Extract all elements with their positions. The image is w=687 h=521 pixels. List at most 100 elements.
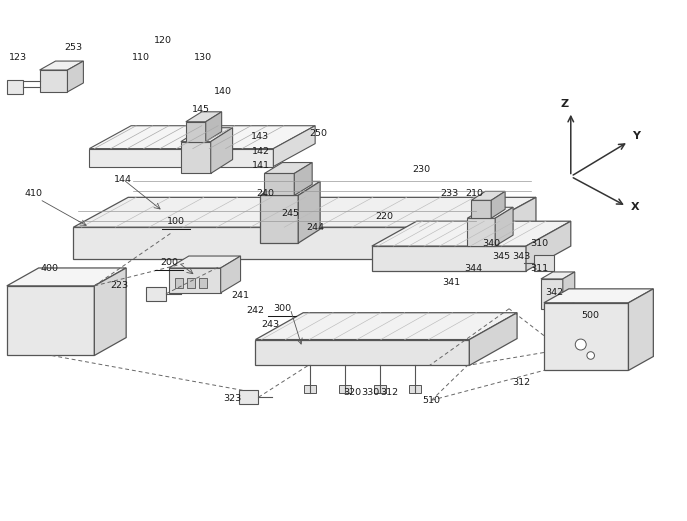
Polygon shape — [467, 218, 495, 246]
Polygon shape — [94, 268, 126, 355]
Polygon shape — [256, 313, 517, 340]
Text: 300: 300 — [273, 304, 291, 313]
Bar — [304, 386, 316, 393]
Polygon shape — [495, 207, 513, 246]
Text: 312: 312 — [512, 378, 530, 387]
Bar — [7, 80, 23, 94]
Polygon shape — [471, 200, 491, 218]
Polygon shape — [186, 122, 205, 142]
Polygon shape — [40, 61, 83, 70]
Text: 100: 100 — [167, 217, 185, 226]
Text: 110: 110 — [132, 53, 150, 61]
Polygon shape — [526, 221, 571, 271]
Polygon shape — [541, 279, 563, 309]
Polygon shape — [372, 221, 571, 246]
Text: 230: 230 — [412, 165, 431, 174]
Text: 244: 244 — [306, 222, 324, 232]
Text: 145: 145 — [192, 105, 210, 114]
Text: X: X — [631, 202, 639, 212]
Polygon shape — [629, 289, 653, 370]
Text: 310: 310 — [530, 239, 548, 247]
Polygon shape — [544, 303, 629, 370]
Polygon shape — [7, 286, 94, 355]
Text: 342: 342 — [545, 288, 563, 297]
Text: 141: 141 — [251, 161, 269, 170]
Bar — [199, 278, 207, 288]
Text: 345: 345 — [492, 252, 510, 260]
Text: 200: 200 — [160, 258, 178, 267]
Text: 340: 340 — [482, 239, 500, 247]
Polygon shape — [205, 112, 222, 142]
Polygon shape — [181, 128, 233, 142]
Text: 312: 312 — [381, 388, 399, 397]
Text: Z: Z — [561, 99, 569, 109]
Polygon shape — [491, 191, 505, 218]
Bar — [187, 278, 195, 288]
Text: 123: 123 — [9, 53, 27, 61]
Polygon shape — [40, 70, 67, 92]
Polygon shape — [544, 289, 653, 303]
Bar — [409, 386, 420, 393]
Polygon shape — [471, 191, 505, 200]
Text: 500: 500 — [582, 311, 600, 320]
Bar — [238, 390, 258, 404]
Text: 243: 243 — [261, 320, 280, 329]
Polygon shape — [260, 195, 298, 243]
Polygon shape — [372, 246, 526, 271]
Polygon shape — [298, 181, 320, 243]
Circle shape — [575, 339, 586, 350]
Text: 220: 220 — [376, 212, 394, 221]
Polygon shape — [169, 268, 221, 293]
Polygon shape — [221, 256, 240, 293]
Polygon shape — [260, 181, 320, 195]
Text: 143: 143 — [251, 132, 269, 141]
Text: 142: 142 — [251, 147, 269, 156]
Polygon shape — [67, 61, 83, 92]
Text: 410: 410 — [25, 189, 43, 198]
Polygon shape — [273, 126, 315, 167]
Polygon shape — [469, 313, 517, 365]
Polygon shape — [186, 112, 222, 122]
Circle shape — [587, 352, 594, 359]
Polygon shape — [74, 227, 482, 259]
Text: 144: 144 — [114, 175, 132, 184]
Polygon shape — [211, 128, 233, 173]
Text: 223: 223 — [110, 281, 128, 290]
Text: 130: 130 — [194, 53, 212, 61]
Text: 245: 245 — [281, 209, 300, 218]
Text: 233: 233 — [440, 189, 458, 198]
Bar — [534, 255, 554, 271]
Polygon shape — [563, 272, 575, 309]
Polygon shape — [264, 163, 312, 173]
Text: 343: 343 — [512, 252, 530, 260]
Text: 140: 140 — [214, 88, 232, 96]
Polygon shape — [74, 197, 536, 227]
Text: 341: 341 — [442, 278, 460, 288]
Bar — [146, 287, 166, 301]
Polygon shape — [256, 340, 469, 365]
Polygon shape — [89, 148, 273, 167]
Text: 241: 241 — [232, 291, 249, 300]
Text: 242: 242 — [247, 306, 264, 315]
Text: 323: 323 — [223, 394, 242, 403]
Polygon shape — [89, 126, 315, 148]
Text: 400: 400 — [41, 265, 58, 274]
Text: 330: 330 — [361, 388, 379, 397]
Text: 344: 344 — [464, 265, 482, 274]
Text: 320: 320 — [343, 388, 361, 397]
Polygon shape — [541, 272, 575, 279]
Text: 311: 311 — [530, 265, 548, 274]
Bar — [374, 386, 386, 393]
Text: 253: 253 — [65, 43, 82, 52]
Polygon shape — [7, 268, 126, 286]
Text: 510: 510 — [423, 396, 440, 405]
Bar — [339, 386, 351, 393]
Polygon shape — [181, 142, 211, 173]
Polygon shape — [467, 207, 513, 218]
Text: 210: 210 — [465, 189, 483, 198]
Polygon shape — [294, 163, 312, 195]
Text: 120: 120 — [154, 35, 172, 45]
Text: 240: 240 — [256, 189, 274, 198]
Text: 250: 250 — [309, 129, 327, 138]
Polygon shape — [169, 256, 240, 268]
